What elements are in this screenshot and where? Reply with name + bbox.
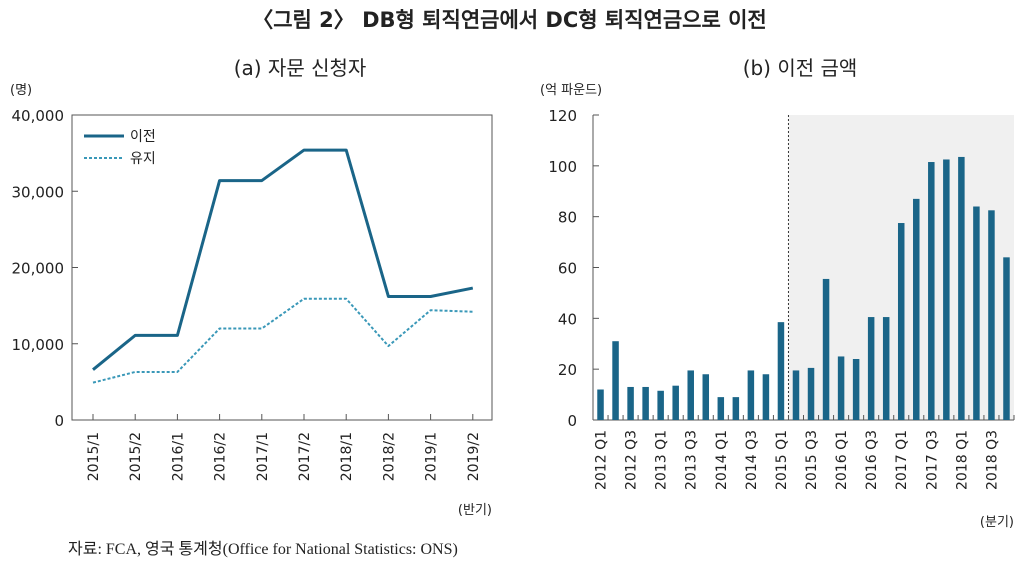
bar bbox=[973, 206, 980, 420]
y-tick-label: 30,000 bbox=[12, 183, 65, 201]
figure-title: 〈그림 2〉 DB형 퇴직연금에서 DC형 퇴직연금으로 이전 bbox=[252, 8, 767, 32]
bar bbox=[612, 341, 619, 420]
bar bbox=[672, 385, 679, 420]
x-tick-label: 2018/1 bbox=[339, 432, 355, 481]
bar bbox=[657, 390, 664, 420]
bar bbox=[897, 223, 905, 420]
panel-b-title: (b) 이전 금액 bbox=[742, 56, 858, 80]
legend-label: 이전 bbox=[130, 129, 156, 145]
bar bbox=[792, 370, 800, 420]
x-tick-label: 2018 Q3 bbox=[984, 430, 1000, 490]
bar bbox=[958, 156, 965, 420]
bar bbox=[627, 386, 634, 420]
x-tick-label: 2015 Q3 bbox=[804, 430, 820, 490]
bar bbox=[762, 374, 770, 420]
x-tick-label: 2016 Q3 bbox=[864, 430, 880, 490]
bar bbox=[717, 397, 725, 420]
bar bbox=[642, 386, 649, 420]
x-tick-label: 2013 Q3 bbox=[684, 430, 700, 490]
bar bbox=[702, 374, 710, 420]
bar bbox=[807, 367, 815, 420]
y-tick-label: 20,000 bbox=[12, 260, 65, 278]
x-tick-label: 2015/2 bbox=[128, 432, 144, 481]
bar bbox=[732, 397, 740, 420]
x-tick-label: 2014 Q3 bbox=[744, 430, 760, 490]
bar bbox=[852, 359, 860, 420]
y-tick-label: 40,000 bbox=[12, 107, 65, 125]
bar bbox=[867, 317, 875, 420]
legend-label: 유지 bbox=[130, 151, 156, 167]
y-tick-label: 60 bbox=[558, 260, 577, 278]
bar bbox=[882, 317, 890, 420]
bar bbox=[777, 322, 785, 420]
series-line-1 bbox=[92, 148, 474, 371]
x-tick-label: 2012 Q1 bbox=[594, 430, 610, 490]
x-tick-label: 2019/2 bbox=[466, 432, 482, 481]
bar bbox=[1003, 257, 1010, 420]
bar bbox=[747, 370, 755, 420]
x-tick-label: 2016/2 bbox=[213, 432, 229, 481]
x-tick-label: 2018/2 bbox=[381, 432, 397, 481]
x-tick-label: 2015 Q1 bbox=[774, 430, 790, 490]
bar bbox=[928, 162, 935, 421]
bar-chart-panel: 0 20 40 60 80 100 120 (억 파운드) 2012 Q1 2012 Q3 2013… bbox=[540, 83, 1015, 530]
bar bbox=[837, 356, 845, 420]
y-tick-label: 120 bbox=[548, 107, 577, 125]
x-tick-label: 2012 Q3 bbox=[624, 430, 640, 490]
line-chart-panel: 0 10,000 20,000 30,000 40,000 (명) 2015/1 2015/2… bbox=[10, 83, 493, 518]
x-tick-label: 2017 Q3 bbox=[924, 430, 940, 490]
series-line-2 bbox=[92, 297, 473, 384]
y-tick-label: 10,000 bbox=[12, 336, 65, 354]
x-tick-label: 2019/1 bbox=[424, 432, 440, 481]
x-tick-label: 2013 Q1 bbox=[654, 430, 670, 490]
y-tick-label: 0 bbox=[54, 412, 64, 430]
y-tick-label: 20 bbox=[558, 361, 577, 379]
x-tick-label: 2017/1 bbox=[255, 432, 271, 481]
source-note: 자료: FCA, 영국 통계청(Office for National Stat… bbox=[68, 541, 458, 558]
y-tick-label: 0 bbox=[567, 412, 577, 430]
bar bbox=[597, 389, 604, 420]
y-tick-label: 100 bbox=[548, 158, 577, 176]
x-tick-label: 2016 Q1 bbox=[834, 430, 850, 490]
bar bbox=[943, 159, 950, 420]
y-tick-label: 80 bbox=[558, 209, 577, 227]
y-axis-unit-label: (억 파운드) bbox=[540, 83, 602, 98]
bar bbox=[913, 198, 920, 420]
bar bbox=[822, 278, 830, 420]
bar bbox=[988, 210, 995, 420]
y-tick-label: 40 bbox=[558, 310, 577, 328]
panel-a-title: (a) 자문 신청자 bbox=[233, 56, 367, 80]
x-axis-unit-label: (분기) bbox=[980, 515, 1014, 530]
x-tick-label: 2018 Q1 bbox=[954, 430, 970, 490]
x-tick-label: 2014 Q1 bbox=[714, 430, 730, 490]
y-axis-unit-label: (명) bbox=[10, 83, 32, 98]
x-tick-label: 2017/2 bbox=[297, 432, 313, 481]
x-axis-unit-label: (반기) bbox=[458, 503, 492, 518]
x-tick-label: 2017 Q1 bbox=[894, 430, 910, 490]
x-tick-label: 2015/1 bbox=[86, 432, 102, 481]
x-tick-label: 2016/1 bbox=[170, 432, 186, 481]
bar bbox=[687, 370, 694, 420]
